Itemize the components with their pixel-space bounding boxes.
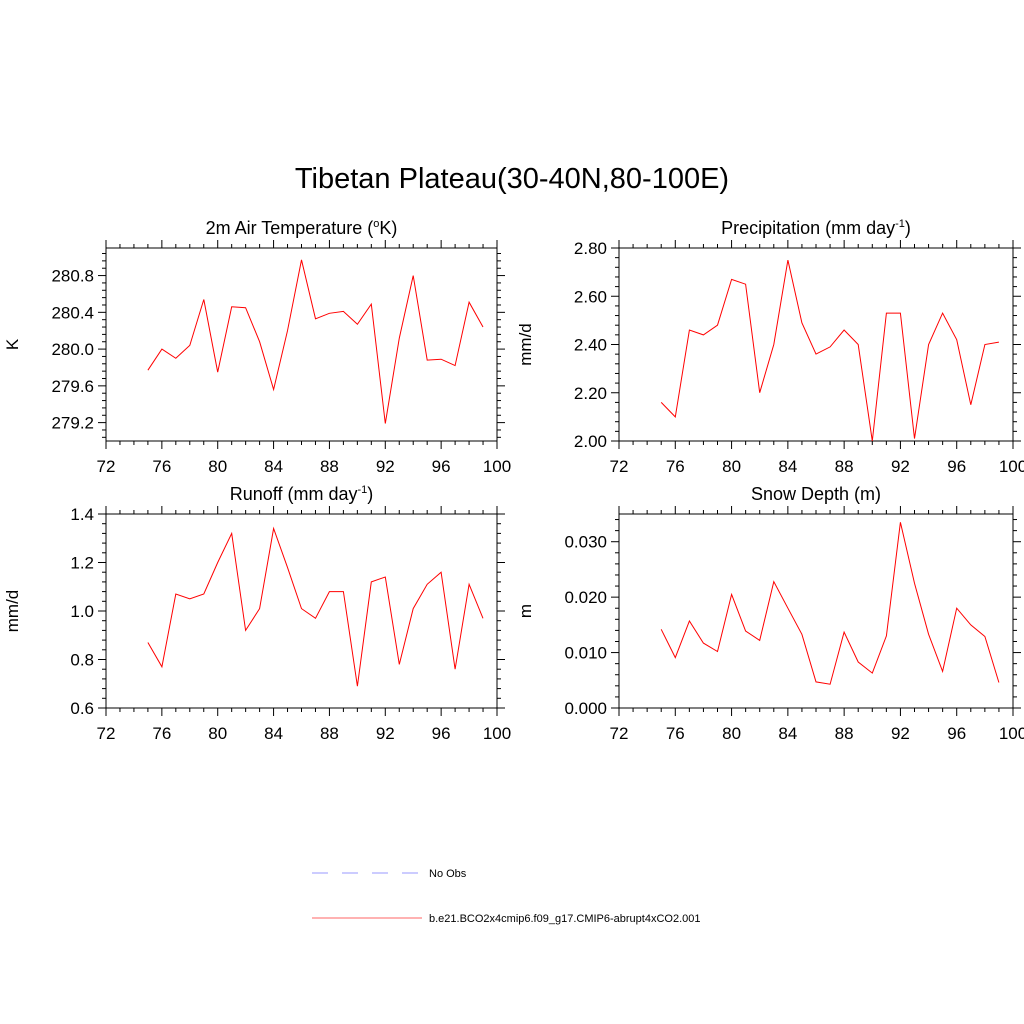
y-tick-label: 0.000 xyxy=(564,699,607,718)
x-tick-label: 88 xyxy=(835,724,854,743)
x-tick-label: 76 xyxy=(152,724,171,743)
y-tick-label: 0.010 xyxy=(564,644,607,663)
x-tick-label: 84 xyxy=(778,724,797,743)
x-tick-label: 84 xyxy=(264,457,283,476)
y-tick-label: 279.6 xyxy=(51,377,94,396)
panel-precipitation: 72 76 80 84 88 92 96 100 2.00 2.20 2.40 2.60 2.80 Pre… xyxy=(516,218,1024,476)
plot-frame xyxy=(618,513,1014,709)
x-tick-label: 80 xyxy=(208,457,227,476)
plot-frame xyxy=(105,513,498,709)
x-tick-label: 76 xyxy=(152,457,171,476)
y-axis-label: mm/d xyxy=(516,323,535,366)
y-tick-label: 1.2 xyxy=(70,554,94,573)
x-tick-label: 92 xyxy=(376,457,395,476)
y-tick-label: 0.6 xyxy=(70,699,94,718)
legend: No Obs b.e21.BCO2x4cmip6.f09_g17.CMIP6-a… xyxy=(312,868,701,925)
plot-frame xyxy=(105,247,498,442)
y-tick-label: 2.40 xyxy=(574,336,607,355)
series-line xyxy=(147,526,484,687)
x-tick-label: 92 xyxy=(891,457,910,476)
figure-title: Tibetan Plateau(30-40N,80-100E) xyxy=(294,163,730,195)
x-tick-label: 72 xyxy=(97,457,116,476)
x-tick-label: 92 xyxy=(891,724,910,743)
x-tick-label: 92 xyxy=(376,724,395,743)
y-tick-label: 280.4 xyxy=(51,303,94,322)
x-tick-label: 100 xyxy=(483,724,511,743)
x-tick-label: 72 xyxy=(610,724,629,743)
x-tick-label: 80 xyxy=(208,724,227,743)
y-tick-label: 2.20 xyxy=(574,384,607,403)
legend-label-no-obs: No Obs xyxy=(429,868,467,880)
series-line xyxy=(660,522,1000,685)
y-tick-label: 0.030 xyxy=(564,533,607,552)
y-axis-label: m xyxy=(516,604,535,618)
panel-temperature: 72 76 80 84 88 92 96 100 279.2 279.6 280.0 280.4 280… xyxy=(3,218,511,476)
y-tick-label: 0.8 xyxy=(70,651,94,670)
panel-snow-depth: 72 76 80 84 88 92 96 100 0.000 0.010 0.020 0.030 Sno… xyxy=(516,484,1024,743)
x-tick-label: 100 xyxy=(483,457,511,476)
x-tick-label: 96 xyxy=(432,457,451,476)
x-tick-label: 96 xyxy=(947,724,966,743)
panel-title: Runoff (mm day-1) xyxy=(230,484,374,504)
x-tick-label: 80 xyxy=(722,457,741,476)
x-tick-label: 84 xyxy=(778,457,797,476)
panel-title: 2m Air Temperature (oK) xyxy=(206,218,398,238)
series-line xyxy=(147,259,484,424)
x-tick-label: 84 xyxy=(264,724,283,743)
series-line xyxy=(660,259,999,442)
x-tick-label: 88 xyxy=(320,457,339,476)
y-axis-label: K xyxy=(3,338,22,350)
y-tick-label: 280.8 xyxy=(51,267,94,286)
y-tick-label: 1.0 xyxy=(70,602,94,621)
x-tick-label: 88 xyxy=(835,457,854,476)
x-tick-label: 76 xyxy=(666,724,685,743)
x-tick-label: 76 xyxy=(666,457,685,476)
x-tick-label: 72 xyxy=(610,457,629,476)
panel-runoff: 72 76 80 84 88 92 96 100 0.6 0.8 1.0 1.2 1.4 Runoff (… xyxy=(3,484,511,743)
y-tick-label: 2.80 xyxy=(574,239,607,258)
y-tick-label: 2.00 xyxy=(574,432,607,451)
panel-title: Precipitation (mm day-1) xyxy=(721,218,911,238)
plot-frame xyxy=(618,247,1014,442)
y-tick-label: 279.2 xyxy=(51,414,94,433)
x-tick-label: 96 xyxy=(432,724,451,743)
y-tick-label: 0.020 xyxy=(564,588,607,607)
panel-title: Snow Depth (m) xyxy=(751,484,881,504)
y-tick-label: 280.0 xyxy=(51,340,94,359)
y-tick-label: 2.60 xyxy=(574,287,607,306)
x-tick-label: 100 xyxy=(999,457,1024,476)
x-tick-label: 100 xyxy=(999,724,1024,743)
legend-label-model: b.e21.BCO2x4cmip6.f09_g17.CMIP6-abrupt4x… xyxy=(429,913,701,925)
y-axis-label: mm/d xyxy=(3,590,22,633)
x-tick-label: 88 xyxy=(320,724,339,743)
x-tick-label: 96 xyxy=(947,457,966,476)
y-tick-label: 1.4 xyxy=(70,505,94,524)
x-tick-label: 80 xyxy=(722,724,741,743)
x-tick-label: 72 xyxy=(97,724,116,743)
